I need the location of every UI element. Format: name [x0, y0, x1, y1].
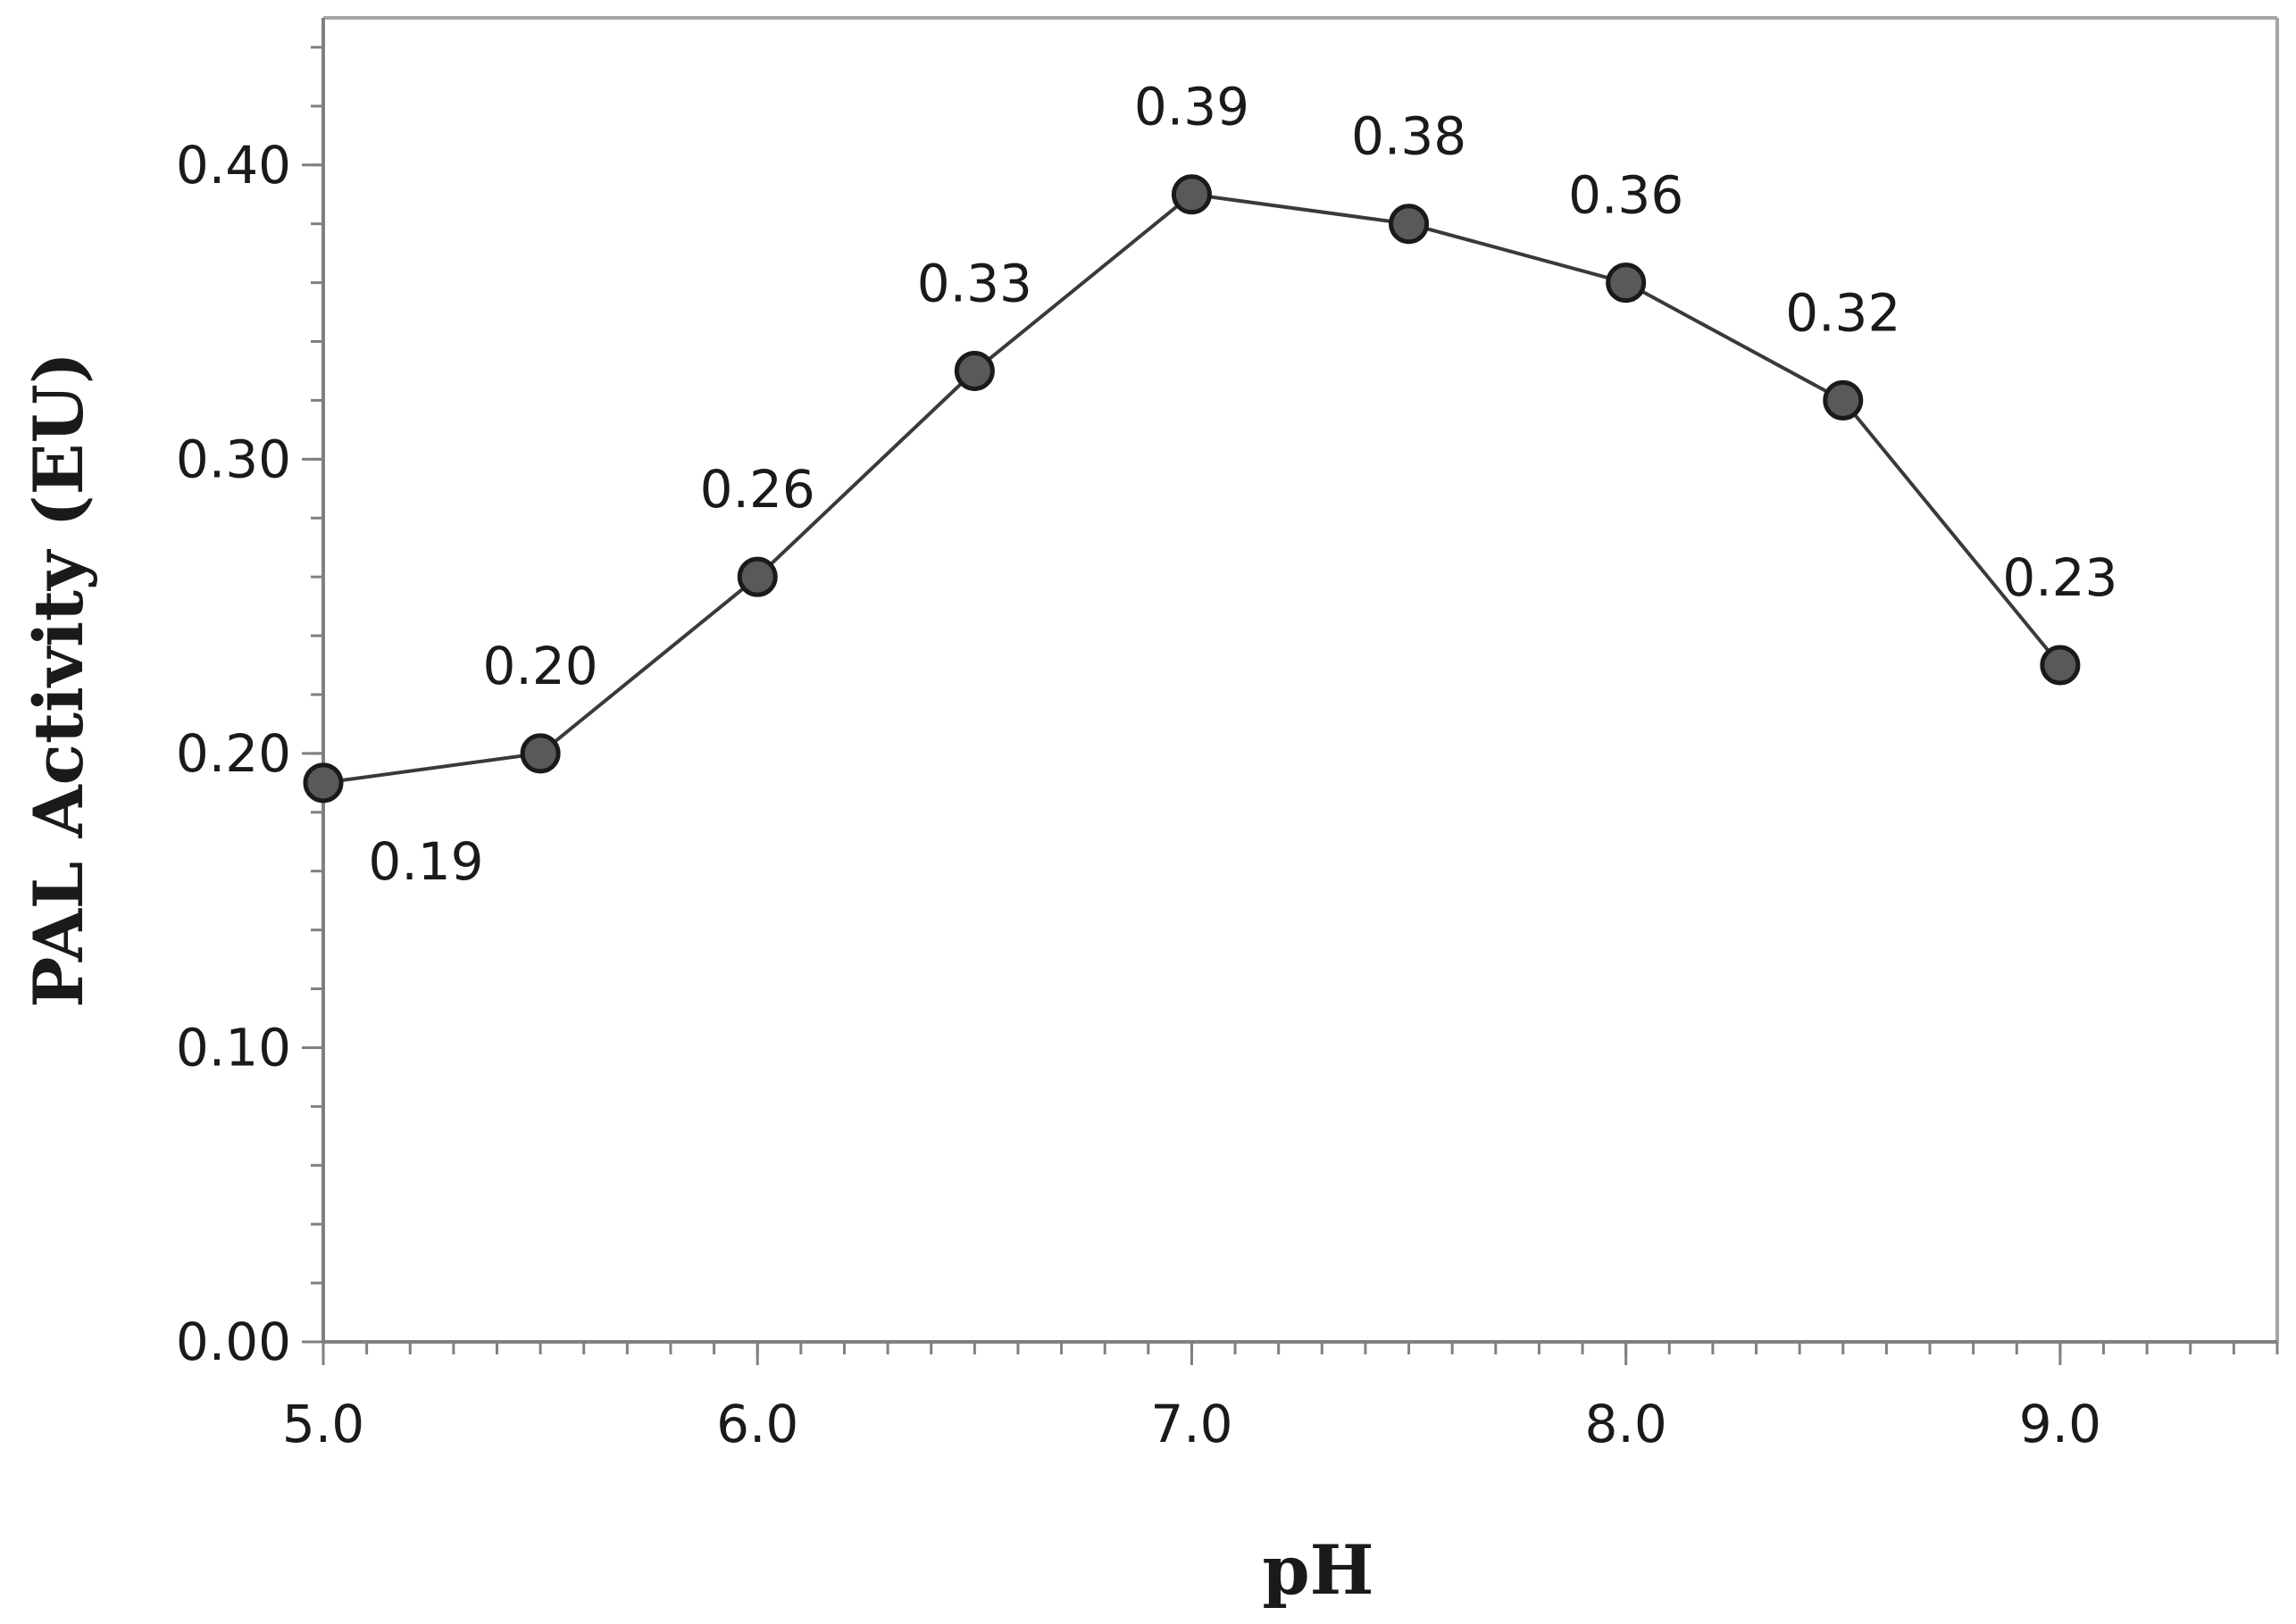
x-axis-title: pH	[1263, 1530, 1374, 1610]
data-point	[2040, 645, 2081, 686]
data-point	[1823, 379, 1864, 421]
data-label: 0.20	[483, 636, 598, 696]
x-tick-label: 9.0	[2019, 1394, 2101, 1454]
data-point	[520, 733, 561, 774]
data-label: 0.33	[917, 253, 1032, 313]
data-point	[737, 556, 778, 597]
data-point	[1606, 262, 1647, 304]
y-tick-label: 0.20	[176, 723, 291, 784]
plot-frame-group	[321, 16, 2279, 1344]
data-point	[303, 762, 344, 804]
y-tick-label: 0.00	[176, 1312, 291, 1372]
labels-group: 0.00 0.10 0.20 0.30 0.40 5.0 6.0 7.0 8.0 9.0 0.19 0…	[176, 77, 2118, 1454]
data-label: 0.38	[1351, 106, 1466, 167]
y-tick-label: 0.30	[176, 429, 291, 489]
x-tick-label: 5.0	[282, 1394, 364, 1454]
x-tick-label: 6.0	[716, 1394, 798, 1454]
y-tick-label: 0.40	[176, 135, 291, 196]
data-label: 0.23	[2002, 547, 2117, 608]
y-axis-title: PAL Activity (EU)	[19, 352, 98, 1008]
x-tick-label: 7.0	[1150, 1394, 1232, 1454]
data-label: 0.39	[1134, 77, 1249, 137]
data-label: 0.26	[700, 459, 815, 520]
data-label: 0.36	[1568, 165, 1683, 226]
data-point	[1389, 204, 1430, 245]
data-point	[1171, 174, 1212, 215]
data-label: 0.19	[368, 831, 483, 892]
data-points-group	[303, 174, 2081, 804]
x-tick-label: 8.0	[1585, 1394, 1667, 1454]
y-tick-label: 0.10	[176, 1017, 291, 1078]
data-label: 0.32	[1785, 282, 1900, 343]
data-point	[954, 350, 995, 391]
axis-ticks-group	[302, 46, 2279, 1365]
